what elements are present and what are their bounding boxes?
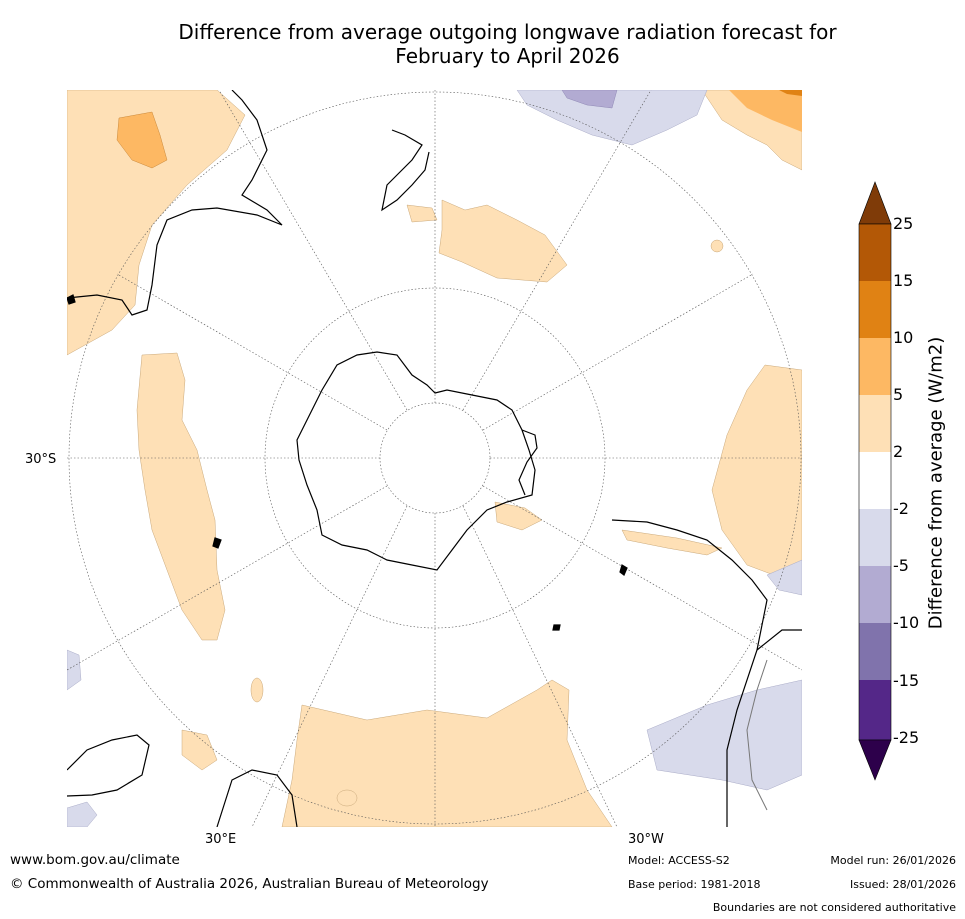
anomaly-area-atlantic-band: [136, 352, 226, 641]
colorbar-tick-10: 10: [893, 328, 914, 347]
map-title: Difference from average outgoing longwav…: [100, 20, 915, 68]
colorbar: [858, 181, 892, 781]
antarctic-peninsula: [518, 429, 538, 496]
australia-coastline: [67, 734, 150, 797]
australia-south-coastline: [216, 769, 298, 827]
colorbar-band-m10-m5: [859, 566, 891, 623]
colorbar-tick-25: 25: [893, 214, 914, 233]
colorbar-band-2-5: [859, 395, 891, 452]
colorbar-tick-m15: -15: [893, 671, 920, 690]
anomaly-area-nw-small: [406, 204, 438, 223]
colorbar-tick-15: 15: [893, 271, 914, 290]
coastlines: [67, 90, 802, 827]
anomaly-area-east-edge: [766, 559, 802, 596]
anomaly-area-south-pacific-north: [281, 679, 613, 827]
colorbar-band-m5-m2: [859, 509, 891, 566]
graticule: [67, 90, 802, 827]
south-atlantic-island: [619, 564, 628, 576]
south-america-coastline: [67, 90, 283, 316]
anomaly-area-africa-lower: [561, 90, 618, 109]
colorbar-band-15-25: [859, 224, 891, 281]
colorbar-band-5-10: [859, 338, 891, 395]
anomaly-area-pacific-small: [181, 729, 218, 771]
falklands: [67, 294, 76, 305]
model-run-date: Model run: 26/01/2026: [830, 854, 956, 867]
anomaly-area-pacific-low: [646, 679, 802, 791]
colorbar-tick-m5: -5: [893, 556, 909, 575]
anomaly-area-south-america: [67, 90, 246, 356]
colorbar-label: Difference from average (W/m2): [925, 336, 947, 630]
antarctica-coastline: [296, 351, 536, 571]
colorbar-tick-m25: -25: [893, 728, 920, 747]
map-title-line-1: Difference from average outgoing longwav…: [178, 20, 837, 44]
new-zealand-coastline: [381, 129, 430, 212]
africa-inland-border: [746, 659, 768, 811]
africa-coastline: [611, 519, 768, 827]
copyright-text: © Commonwealth of Australia 2026, Austra…: [10, 876, 489, 892]
anomaly-area-amazon-high: [116, 111, 168, 169]
anomaly-positive-2-5-areas: [67, 90, 802, 827]
website-link[interactable]: www.bom.gov.au/climate: [10, 852, 180, 868]
colorbar-band-neutral: [859, 452, 891, 509]
anomaly-area-africa-low: [516, 90, 708, 146]
colorbar-extend-high: [858, 181, 892, 225]
kerguelen: [552, 624, 561, 631]
colorbar-tick-m10: -10: [893, 613, 920, 632]
anomaly-area-southwest-corner: [67, 801, 98, 827]
africa-coast-east: [756, 629, 802, 651]
anomaly-negative-2-5-areas: [67, 90, 802, 827]
colorbar-tick-m2: -2: [893, 499, 909, 518]
anomaly-area-southern-indian-ocean: [438, 199, 568, 283]
lon-label-30e: 30°E: [205, 832, 237, 847]
madagascar: [212, 537, 222, 549]
lon-label-30w: 30°W: [628, 832, 664, 847]
colorbar-band-m25-m15: [859, 680, 891, 740]
anomaly-area-south-pacific-east: [711, 364, 802, 591]
anomaly-area-drake: [621, 529, 723, 556]
colorbar-band-m15-m10: [859, 623, 891, 680]
anomaly-area-west-edge: [67, 649, 82, 691]
base-period: Base period: 1981-2018: [628, 878, 761, 891]
colorbar-extend-low: [858, 739, 892, 781]
polar-map: [67, 90, 802, 827]
issued-date: Issued: 28/01/2026: [849, 878, 956, 891]
lat-label-30s: 30°S: [25, 452, 57, 467]
colorbar-band-10-15: [859, 281, 891, 338]
boundaries-disclaimer: Boundaries are not considered authoritat…: [712, 901, 956, 914]
model-name: Model: ACCESS-S2: [628, 854, 730, 867]
colorbar-tick-2: 2: [893, 442, 904, 461]
map-title-line-2: February to April 2026: [395, 44, 620, 68]
colorbar-tick-5: 5: [893, 385, 904, 404]
